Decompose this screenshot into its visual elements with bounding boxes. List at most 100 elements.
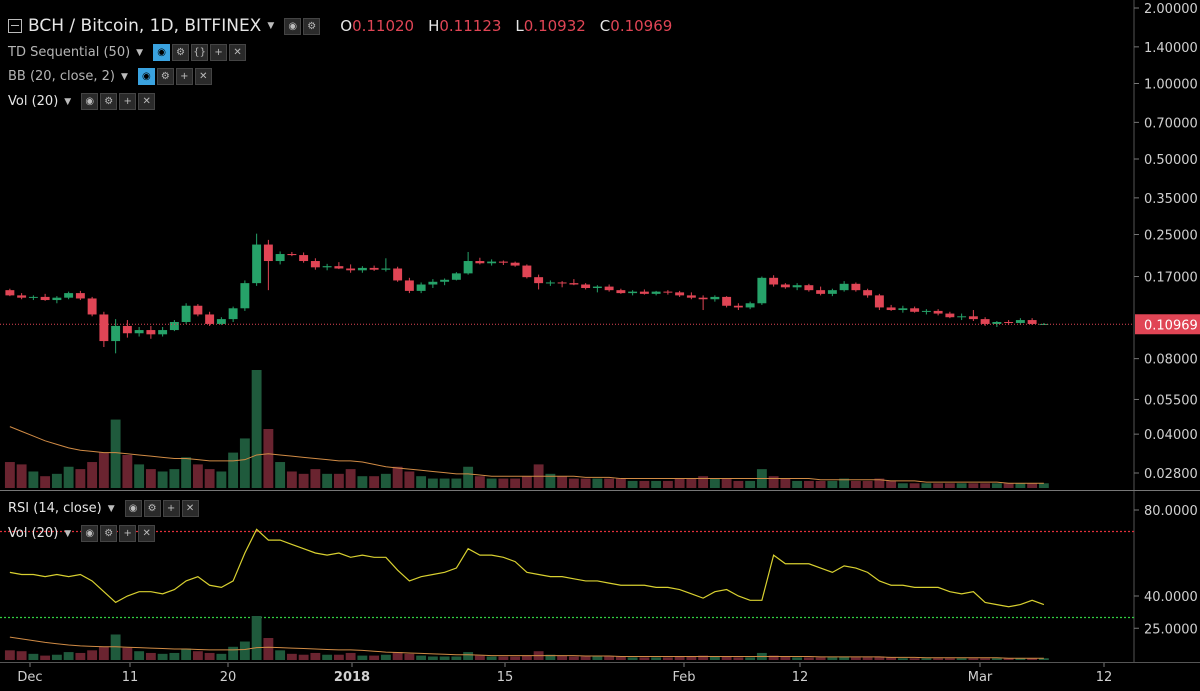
chevron-down-icon[interactable]: ▼ xyxy=(64,528,72,539)
lower-volume-bar xyxy=(604,656,615,660)
lower-volume-bar xyxy=(4,650,15,660)
candle-body xyxy=(393,268,403,281)
close-icon[interactable]: ✕ xyxy=(229,44,247,61)
lower-volume-bar xyxy=(263,638,274,660)
rsi-label[interactable]: RSI (14, close) xyxy=(8,501,102,516)
eye-icon[interactable]: ◉ xyxy=(153,44,171,61)
eye-icon[interactable]: ◉ xyxy=(81,525,99,542)
vol-label[interactable]: Vol (20) xyxy=(8,94,59,109)
lower-volume-bar xyxy=(921,658,932,660)
eye-icon[interactable]: ◉ xyxy=(137,68,155,85)
lower-volume-bar xyxy=(568,656,579,660)
gear-icon[interactable]: ⚙ xyxy=(143,500,161,517)
gear-icon[interactable]: ⚙ xyxy=(303,17,321,35)
collapse-icon[interactable] xyxy=(8,19,22,33)
plus-icon[interactable]: + xyxy=(210,44,228,61)
lower-volume-bar xyxy=(886,657,897,660)
lower-volume-bar xyxy=(897,658,908,660)
chevron-down-icon[interactable]: ▼ xyxy=(267,21,275,31)
symbol-header: BCH / Bitcoin, 1D, BITFINEX ▼ ◉ ⚙ O0.110… xyxy=(8,16,672,36)
chevron-down-icon[interactable]: ▼ xyxy=(107,503,115,514)
close-icon[interactable]: ✕ xyxy=(181,500,199,517)
vol-label-lower[interactable]: Vol (20) xyxy=(8,526,59,541)
volume-bar xyxy=(733,480,744,488)
candle-body xyxy=(5,290,15,296)
candle-body xyxy=(663,291,673,293)
candle-body xyxy=(346,268,356,271)
candle-body xyxy=(1004,321,1014,323)
volume-bar xyxy=(310,469,321,488)
rsi-line xyxy=(9,528,1045,608)
gear-icon[interactable]: ⚙ xyxy=(156,68,174,85)
low-value: 0.10932 xyxy=(523,17,586,35)
plus-icon[interactable]: + xyxy=(175,68,193,85)
time-tick-label: 20 xyxy=(220,670,237,685)
close-icon[interactable]: ✕ xyxy=(138,93,156,110)
candle-body xyxy=(675,292,685,296)
volume-bar xyxy=(1038,483,1049,488)
close-icon[interactable]: ✕ xyxy=(194,68,212,85)
close-icon[interactable]: ✕ xyxy=(138,525,156,542)
price-tick-label: 0.02800 xyxy=(1144,467,1198,482)
eye-icon[interactable]: ◉ xyxy=(81,93,99,110)
lower-volume-bar xyxy=(803,657,814,660)
eye-icon[interactable]: ◉ xyxy=(124,500,142,517)
lower-volume-bar xyxy=(721,656,732,660)
lower-volume-bar xyxy=(157,653,168,660)
td-label[interactable]: TD Sequential (50) xyxy=(8,45,131,60)
candle-body xyxy=(287,254,297,256)
symbol-title[interactable]: BCH / Bitcoin, 1D, BITFINEX xyxy=(28,16,262,36)
candle-body xyxy=(945,313,955,318)
volume-bar xyxy=(192,464,203,488)
lower-volume-bar xyxy=(369,655,380,660)
lower-volume-bar xyxy=(815,657,826,660)
volume-bar xyxy=(909,483,920,488)
lower-volume-bar xyxy=(228,646,239,660)
volume-bar xyxy=(169,469,180,488)
plus-icon[interactable]: + xyxy=(119,93,137,110)
chevron-down-icon[interactable]: ▼ xyxy=(136,47,144,58)
lower-volume-bar xyxy=(733,657,744,660)
volume-ma-line xyxy=(9,426,1044,484)
open-value: 0.11020 xyxy=(352,17,415,35)
source-icon[interactable]: {} xyxy=(191,44,209,61)
lower-volume-bar xyxy=(169,652,180,660)
price-tick-label: 0.08000 xyxy=(1144,353,1198,368)
chevron-down-icon[interactable]: ▼ xyxy=(120,71,128,82)
volume-bar xyxy=(28,471,39,488)
volume-bar xyxy=(627,480,638,488)
lower-volume-bar xyxy=(980,658,991,660)
candle-body xyxy=(980,319,990,324)
gear-icon[interactable]: ⚙ xyxy=(100,525,118,542)
candle-body xyxy=(992,321,1002,324)
candle-body xyxy=(745,303,755,308)
gear-icon[interactable]: ⚙ xyxy=(100,93,118,110)
volume-bar xyxy=(980,483,991,488)
bb-label[interactable]: BB (20, close, 2) xyxy=(8,69,115,84)
candle-body xyxy=(863,290,873,296)
plus-icon[interactable]: + xyxy=(119,525,137,542)
lower-volume-bar xyxy=(75,652,86,660)
lower-volume-bar xyxy=(181,648,192,660)
plus-icon[interactable]: + xyxy=(162,500,180,517)
candle-body xyxy=(428,281,438,285)
lower-volume-bar xyxy=(216,653,227,660)
chevron-down-icon[interactable]: ▼ xyxy=(64,96,72,107)
volume-bar xyxy=(521,476,532,488)
lower-volume-bar xyxy=(322,654,333,660)
lower-volume-bar xyxy=(63,652,74,660)
candles xyxy=(0,233,1134,354)
price-tick-label: 1.40000 xyxy=(1144,41,1198,56)
price-tick-label: 1.00000 xyxy=(1144,78,1198,93)
price-tick-label: 2.00000 xyxy=(1144,2,1198,17)
volume-bar xyxy=(580,478,591,488)
volume-bar xyxy=(427,478,438,488)
gear-icon[interactable]: ⚙ xyxy=(172,44,190,61)
volume-bar xyxy=(839,478,850,488)
candle-body xyxy=(64,293,74,298)
eye-icon[interactable]: ◉ xyxy=(284,17,302,35)
low-key: L xyxy=(515,17,524,35)
volume-bar xyxy=(157,471,168,488)
candle-body xyxy=(769,277,779,285)
